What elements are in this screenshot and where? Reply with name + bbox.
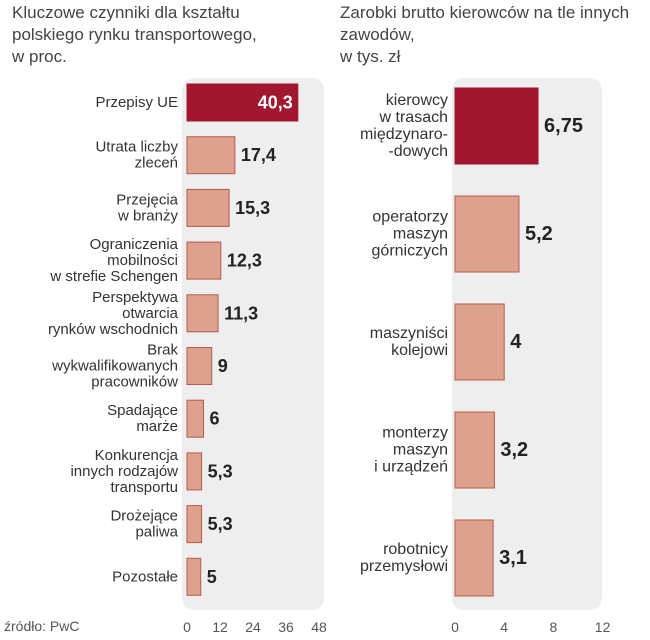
chart1-value-label: 6 [210,409,220,429]
chart1-bar [186,399,204,438]
chart1-bar [186,188,230,227]
chart1-bar [186,452,203,491]
chart1-title-line: w proc. [12,47,67,66]
chart1-value-label: 40,3 [258,93,293,113]
chart2-bar [454,87,539,165]
chart2-x-tick-label: 8 [550,619,558,635]
chart1-category-label: Brak [147,342,178,359]
chart1-value-label: 5 [207,567,217,587]
chart2-title-line: Zarobki brutto kierowców na tle innych [340,3,630,22]
chart1-value-label: 15,3 [235,198,270,218]
chart1-value-label: 5,3 [208,461,233,481]
chart1-category-label: transportu [110,479,178,496]
chart2-x-tick-label: 12 [595,619,611,635]
chart2-value-label: 5,2 [525,223,553,245]
chart1-category-label: Ograniczenia [90,236,179,253]
chart2-value-label: 4 [510,331,522,353]
chart2-x-tick-label: 0 [451,619,459,635]
chart1-x-tick-label: 12 [212,619,228,635]
chart2-value-label: 3,2 [500,439,528,461]
chart1-category-label: mobilności [107,252,178,269]
chart1-category-label: wykwalifikowanych [51,358,178,375]
chart2-category-label: międzynaro- [360,126,448,143]
chart2-category-label: -dowych [388,143,448,160]
chart2-bar [454,195,520,273]
chart1-bar [186,505,203,544]
chart1-bar [186,83,299,122]
chart2-category-label: kierowcy [386,92,448,109]
chart1-category-label: Przejęcia [116,191,178,208]
chart1-category-label: Drożejące [110,508,178,525]
chart2-title-line: w tys. zł [340,47,401,66]
chart2-title: Zarobki brutto kierowców na tle innych z… [340,2,629,68]
chart1-category-label: Konkurencja [95,447,179,464]
chart2-category-label: maszyniści [370,325,448,342]
chart2-category-label: maszyn [393,226,448,243]
chart1-x-tick-label: 36 [278,619,294,635]
chart2-bar [454,411,495,489]
chart1-category-label: innych rodzajów [70,463,178,480]
chart1-title-line: polskiego rynku transportowego, [12,25,257,44]
chart1-x-tick-label: 0 [183,619,191,635]
chart1-value-label: 12,3 [227,251,262,271]
chart1-bar [186,557,202,596]
chart1-title-line: Kluczowe czynniki dla kształtu [12,3,240,22]
chart1-bar [186,136,236,175]
chart2-category-label: i urządzeń [374,459,448,476]
chart2-value-label: 3,1 [499,547,527,569]
chart1-category-label: Perspektywa [92,289,179,306]
chart1-category-label: pracowników [91,374,178,391]
chart1-value-label: 9 [218,356,228,376]
chart1-category-label: Spadające [107,402,178,419]
chart1-category-label: marże [136,418,178,435]
chart2-category-label: operatorzy [372,209,448,226]
chart2-x-tick-label: 4 [500,619,508,635]
chart1-category-label: w strefie Schengen [49,268,178,285]
chart1-value-label: 5,3 [208,514,233,534]
chart1-bar [186,347,213,385]
chart1-title: Kluczowe czynniki dla kształtu polskiego… [12,2,257,68]
chart1-category-label: otwarcia [122,305,179,322]
chart1-category-label: paliwa [135,524,178,541]
source-note: źródło: PwC [4,618,80,634]
chart1-value-label: 17,4 [241,145,276,165]
chart1-category-label: zleceń [135,155,178,172]
chart1-value-label: 11,3 [224,303,258,323]
chart1-category-label: Przepisy UE [95,94,178,111]
chart1-bar [186,241,222,280]
chart1-category-label: Utrata liczby [95,139,178,156]
chart1-x-tick-label: 24 [245,619,261,635]
chart2-bar [454,519,494,597]
chart2-bar [454,303,505,381]
chart2-category-label: robotnicy [383,541,448,558]
chart2-category-label: monterzy [382,425,448,442]
chart1-category-label: Pozostałe [112,568,178,585]
chart2-category-label: górniczych [372,243,448,260]
chart1-x-tick-label: 48 [311,619,327,635]
chart2-value-label: 6,75 [544,115,583,137]
chart2-category-label: kolejowi [391,342,448,359]
chart2-category-label: przemysłowi [360,558,448,575]
chart1-category-label: w branży [117,207,179,224]
chart2-title-line: zawodów, [340,25,415,44]
chart2-category-label: w trasach [379,109,448,126]
chart2-category-label: maszyn [393,442,448,459]
chart1-category-label: rynków wschodnich [48,321,178,338]
chart1-bar [186,294,219,333]
